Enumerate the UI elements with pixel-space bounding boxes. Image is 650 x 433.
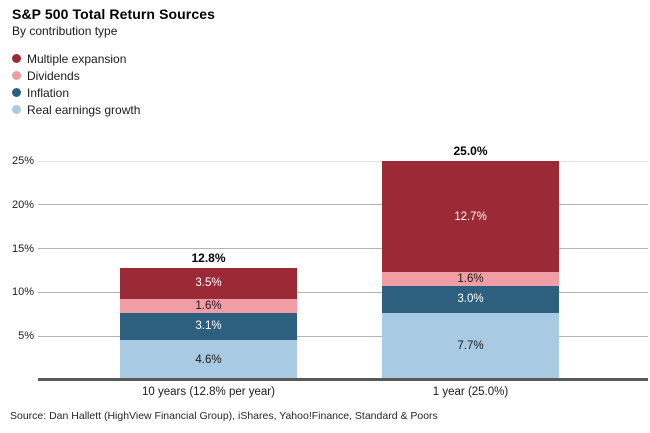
bar-segment-dividends: 1.6%: [382, 272, 559, 287]
chart-subtitle: By contribution type: [12, 24, 118, 38]
segment-value-label: 12.7%: [454, 210, 487, 223]
y-tick-label: 5%: [18, 330, 34, 343]
bar-total-label: 12.8%: [191, 250, 226, 265]
bar-segment-real-earnings-growth: 7.7%: [382, 312, 559, 380]
legend-label: Real earnings growth: [27, 102, 141, 117]
legend-item-multiple-expansion: Multiple expansion: [12, 50, 140, 67]
y-gridline-20: [38, 204, 648, 206]
segment-value-label: 4.6%: [195, 353, 222, 366]
y-gridline-15: [38, 248, 648, 250]
x-axis-label: 10 years (12.8% per year): [142, 386, 275, 398]
legend-item-inflation: Inflation: [12, 84, 140, 101]
bar-total-label: 25.0%: [453, 144, 488, 158]
bar-segment-inflation: 3.1%: [120, 312, 297, 340]
source-note: Source: Dan Hallett (HighView Financial …: [10, 410, 438, 422]
x-axis-line: [38, 378, 648, 381]
legend-swatch-icon: [12, 88, 21, 97]
segment-value-label: 3.0%: [457, 293, 484, 306]
segment-value-label: 1.6%: [195, 299, 222, 312]
y-tick-label: 15%: [11, 242, 34, 255]
bar-segment-inflation: 3.0%: [382, 286, 559, 313]
bar-segment-dividends: 1.6%: [120, 298, 297, 313]
chart-title: S&P 500 Total Return Sources: [12, 6, 216, 22]
y-gridline-10: [38, 291, 648, 293]
legend-label: Inflation: [27, 85, 70, 100]
segment-value-label: 1.6%: [457, 273, 484, 286]
legend-label: Multiple expansion: [27, 51, 127, 66]
segment-value-label: 3.1%: [195, 320, 222, 333]
legend-item-dividends: Dividends: [12, 67, 140, 84]
legend-swatch-icon: [12, 54, 21, 63]
y-tick-label: 20%: [11, 198, 34, 211]
segment-value-label: 3.5%: [195, 277, 222, 290]
y-tick-label: 10%: [11, 286, 34, 299]
y-gridline-25: [38, 160, 648, 162]
legend: Multiple expansion Dividends Inflation Real…: [12, 50, 140, 118]
y-gridline-5: [38, 335, 648, 337]
y-tick-label: 25%: [11, 155, 34, 167]
bar-segment-multiple-expansion: 12.7%: [382, 161, 559, 273]
x-axis-label: 1 year (25.0%): [432, 386, 509, 398]
legend-swatch-icon: [12, 71, 21, 80]
legend-swatch-icon: [12, 105, 21, 114]
legend-item-real-earnings-growth: Real earnings growth: [12, 101, 140, 118]
legend-label: Dividends: [27, 68, 80, 83]
bar-segment-multiple-expansion: 3.5%: [120, 267, 297, 299]
bar-segment-real-earnings-growth: 4.6%: [120, 339, 297, 380]
segment-value-label: 7.7%: [457, 340, 484, 353]
